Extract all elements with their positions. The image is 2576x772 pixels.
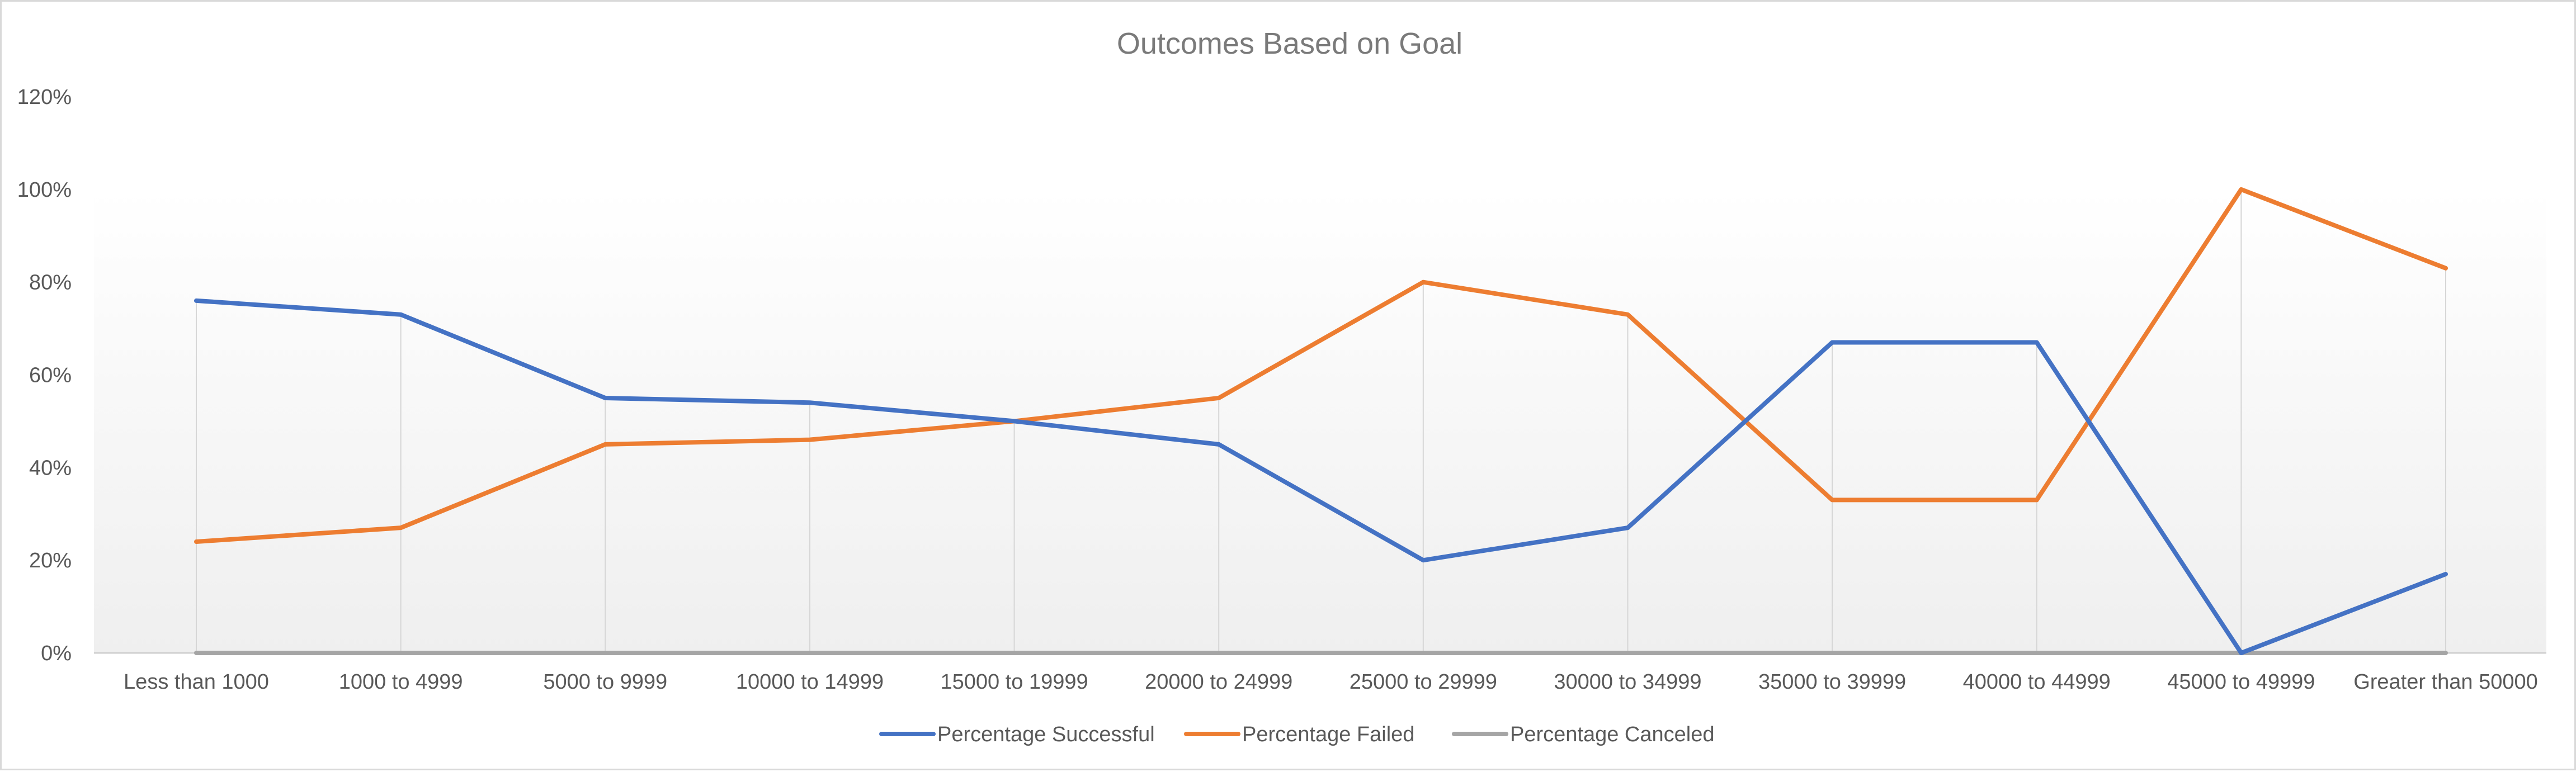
legend-label: Percentage Canceled — [1510, 723, 1714, 746]
x-tick-label: 5000 to 9999 — [543, 670, 667, 694]
x-tick-label: 35000 to 39999 — [1758, 670, 1906, 694]
x-tick-label: 45000 to 49999 — [2167, 670, 2315, 694]
x-tick-label: 25000 to 29999 — [1350, 670, 1497, 694]
x-tick-label: 15000 to 19999 — [940, 670, 1088, 694]
chart-title: Outcomes Based on Goal — [1117, 27, 1462, 60]
y-tick-label: 100% — [17, 178, 72, 202]
x-tick-label: 1000 to 4999 — [339, 670, 463, 694]
y-tick-label: 80% — [29, 271, 72, 295]
legend: Percentage Successful Percentage Failed Pe… — [881, 723, 1714, 746]
x-tick-label: 10000 to 14999 — [736, 670, 884, 694]
y-tick-label: 20% — [29, 549, 72, 572]
x-tick-label: 40000 to 44999 — [1963, 670, 2111, 694]
y-tick-label: 0% — [41, 642, 72, 665]
x-tick-label: Greater than 50000 — [2353, 670, 2538, 694]
y-axis-ticks: 0% 20% 40% 60% 80% 100% 120% — [17, 86, 72, 665]
plot-area — [94, 190, 2546, 653]
y-tick-label: 40% — [29, 456, 72, 480]
y-tick-label: 60% — [29, 364, 72, 387]
legend-label: Percentage Successful — [937, 723, 1155, 746]
y-tick-label: 120% — [17, 86, 72, 109]
x-axis-ticks: Less than 1000 1000 to 4999 5000 to 9999 10… — [124, 670, 2538, 694]
x-tick-label: 20000 to 24999 — [1145, 670, 1292, 694]
x-tick-label: 30000 to 34999 — [1554, 670, 1701, 694]
x-tick-label: Less than 1000 — [124, 670, 269, 694]
legend-label: Percentage Failed — [1242, 723, 1414, 746]
